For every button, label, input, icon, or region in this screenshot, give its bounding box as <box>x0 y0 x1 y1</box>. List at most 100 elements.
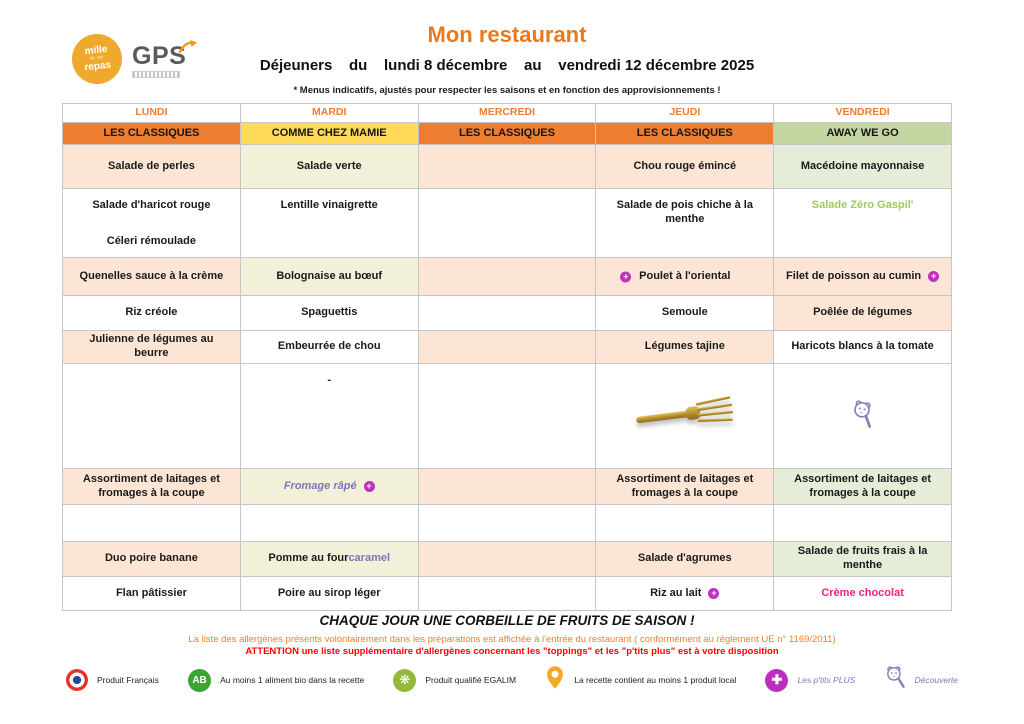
fork-image <box>634 393 736 440</box>
menu-cell <box>240 505 419 542</box>
menu-item-label: Macédoine mayonnaise <box>800 159 925 172</box>
day-header-vendredi: VENDREDI <box>774 104 952 123</box>
menu-cell: Crème chocolat <box>774 577 952 611</box>
menu-cell <box>418 542 597 577</box>
menu-cell: - <box>240 364 419 469</box>
menu-cell: Quenelles sauce à la crème <box>63 258 241 296</box>
menu-item-label: Poire au sirop léger <box>277 586 381 599</box>
legend-label: Produit qualifié EGALIM <box>425 675 517 685</box>
menu-cell: Chou rouge émincé <box>596 145 775 189</box>
menu-cell <box>418 189 597 258</box>
ptits-plus-icon: ✚ <box>765 668 789 692</box>
menu-item-label: Lentille vinaigrette <box>280 199 378 211</box>
menu-cell: Embeurrée de chou <box>240 331 419 364</box>
local-pin-icon <box>545 665 565 696</box>
theme-header: LES CLASSIQUES <box>418 123 597 145</box>
menu-cell <box>774 505 952 542</box>
legend-item-ab-bio: AB Au moins 1 aliment bio dans la recette <box>188 668 364 692</box>
menu-row-dessert-2: Flan pâtissier Poire au sirop léger Riz au… <box>63 577 952 611</box>
theme-header: LES CLASSIQUES <box>596 123 775 145</box>
menu-cell <box>418 469 597 505</box>
menu-cell: Poire au sirop léger <box>240 577 419 611</box>
menu-row-starch: Riz créole Spaguettis Semoule Poêlée de lég… <box>63 296 952 331</box>
menu-item-label: Assortiment de laitages et fromages à la… <box>82 472 220 499</box>
legend-label: Produit Français <box>97 675 159 685</box>
menu-cell-lines: Salade d'haricot rouge Céleri rémoulade <box>92 199 210 249</box>
menu-cell <box>418 258 597 296</box>
menu-item-label: Céleri rémoulade <box>106 234 197 247</box>
menu-item-label: Riz créole <box>125 306 178 319</box>
menu-cell <box>596 505 775 542</box>
menu-cell: Salade d'haricot rouge Céleri rémoulade <box>63 189 241 258</box>
day-header-row: LUNDI MARDI MERCREDI JEUDI VENDREDI <box>63 104 952 123</box>
menu-item-label: Poêlée de légumes <box>813 306 913 319</box>
egalim-icon: ❋ <box>393 668 417 692</box>
menu-cell <box>596 364 775 469</box>
day-header-mardi: MARDI <box>240 104 419 123</box>
menu-cell: Duo poire banane <box>63 542 241 577</box>
legend-label: La recette contient au moins 1 produit l… <box>574 675 737 685</box>
date-range: Déjeuners du lundi 8 décembre au vendred… <box>259 57 755 74</box>
theme-header: AWAY WE GO <box>774 123 952 145</box>
ptits-plus-icon: + <box>620 271 632 282</box>
menu-row-spacer-images: - <box>63 364 952 469</box>
menu-item-label: Salade de pois chiche à la menthe <box>616 199 753 225</box>
menu-cell <box>63 505 241 542</box>
gps-wordmark: GPS <box>132 42 187 71</box>
menu-cell: Salade d'agrumes <box>596 542 775 577</box>
menu-item-label: Haricots blancs à la tomate <box>791 340 934 353</box>
gps-tagline <box>132 70 180 78</box>
allergen-warning: ATTENTION une liste supplémentaire d'all… <box>245 646 779 657</box>
menu-item-label: Semoule <box>661 306 708 319</box>
menu-cell <box>418 577 597 611</box>
menu-cell <box>418 296 597 331</box>
menu-cell: Légumes tajine <box>596 331 775 364</box>
menu-cell: Salade Zéro Gaspil' <box>774 189 952 258</box>
menu-cell: Fromage râpé + <box>240 469 419 505</box>
menu-item-label: Salade verte <box>296 159 362 172</box>
menu-item-label: Spaguettis <box>301 306 358 319</box>
gps-swoosh-arrow-icon <box>179 40 198 54</box>
theme-header: COMME CHEZ MAMIE <box>240 123 419 145</box>
ptits-plus-icon: + <box>928 271 940 282</box>
legend-item-local-pin: La recette contient au moins 1 produit l… <box>545 665 736 696</box>
menu-cell <box>418 505 597 542</box>
menu-row-main-dish: Quenelles sauce à la crème Bolognaise au … <box>63 258 952 296</box>
menu-item-label: Julienne de légumes au beurre <box>89 333 214 359</box>
menu-table: LUNDI MARDI MERCREDI JEUDI VENDREDI LES CLASS… <box>62 103 952 611</box>
menu-cell: Pomme au four caramel <box>240 542 419 577</box>
menu-item-label: Salade d'haricot rouge <box>92 199 211 211</box>
legend: Produit Français AB Au moins 1 aliment bio… <box>66 662 958 698</box>
menu-item-label: - <box>327 374 332 386</box>
menu-item-label: Bolognaise au bœuf <box>276 269 383 282</box>
menu-cell: Bolognaise au bœuf <box>240 258 419 296</box>
brand-logo: mille et un repas GPS <box>69 31 198 87</box>
gps-logo: GPS <box>132 40 198 78</box>
menu-cell: Salade de perles <box>63 145 241 189</box>
ptits-plus-icon: + <box>708 588 720 599</box>
legend-item-decouverte: Découverte <box>885 665 958 694</box>
legend-item-ptits-plus: ✚ Les p'tits PLUS <box>765 668 856 692</box>
menu-cell: Flan pâtissier <box>63 577 241 611</box>
menu-row-starter-2: Salade d'haricot rouge Céleri rémoulade Le… <box>63 189 952 258</box>
menu-cell: Riz créole <box>63 296 241 331</box>
legend-item-france-roundel: Produit Français <box>66 669 159 691</box>
theme-header: LES CLASSIQUES <box>63 123 241 145</box>
menu-row-vegetable: Julienne de légumes au beurre Embeurrée d… <box>63 331 952 364</box>
decouverte-magnifier-icon <box>885 665 906 694</box>
menu-item-label: Embeurrée de chou <box>277 340 381 353</box>
menu-item-label: Salade Zéro Gaspil' <box>811 199 914 211</box>
menus-note: * Menus indicatifs, ajustés pour respect… <box>293 85 721 96</box>
legend-label: Découverte <box>914 674 958 685</box>
menu-cell: Haricots blancs à la tomate <box>774 331 952 364</box>
menu-item-label: Fromage râpé <box>283 479 357 492</box>
menu-row-empty-row <box>63 505 952 542</box>
menu-item-label: Quenelles sauce à la crème <box>79 269 224 282</box>
page-title: Mon restaurant <box>427 22 587 47</box>
menu-cell: Lentille vinaigrette <box>240 189 419 258</box>
legend-label: Les p'tits PLUS <box>797 675 856 685</box>
menu-cell: Salade de pois chiche à la menthe <box>596 189 775 258</box>
menu-cell: Assortiment de laitages et fromages à la… <box>63 469 241 505</box>
theme-header-row: LES CLASSIQUES COMME CHEZ MAMIE LES CLASSI… <box>63 123 952 145</box>
day-header-mercredi: MERCREDI <box>418 104 597 123</box>
